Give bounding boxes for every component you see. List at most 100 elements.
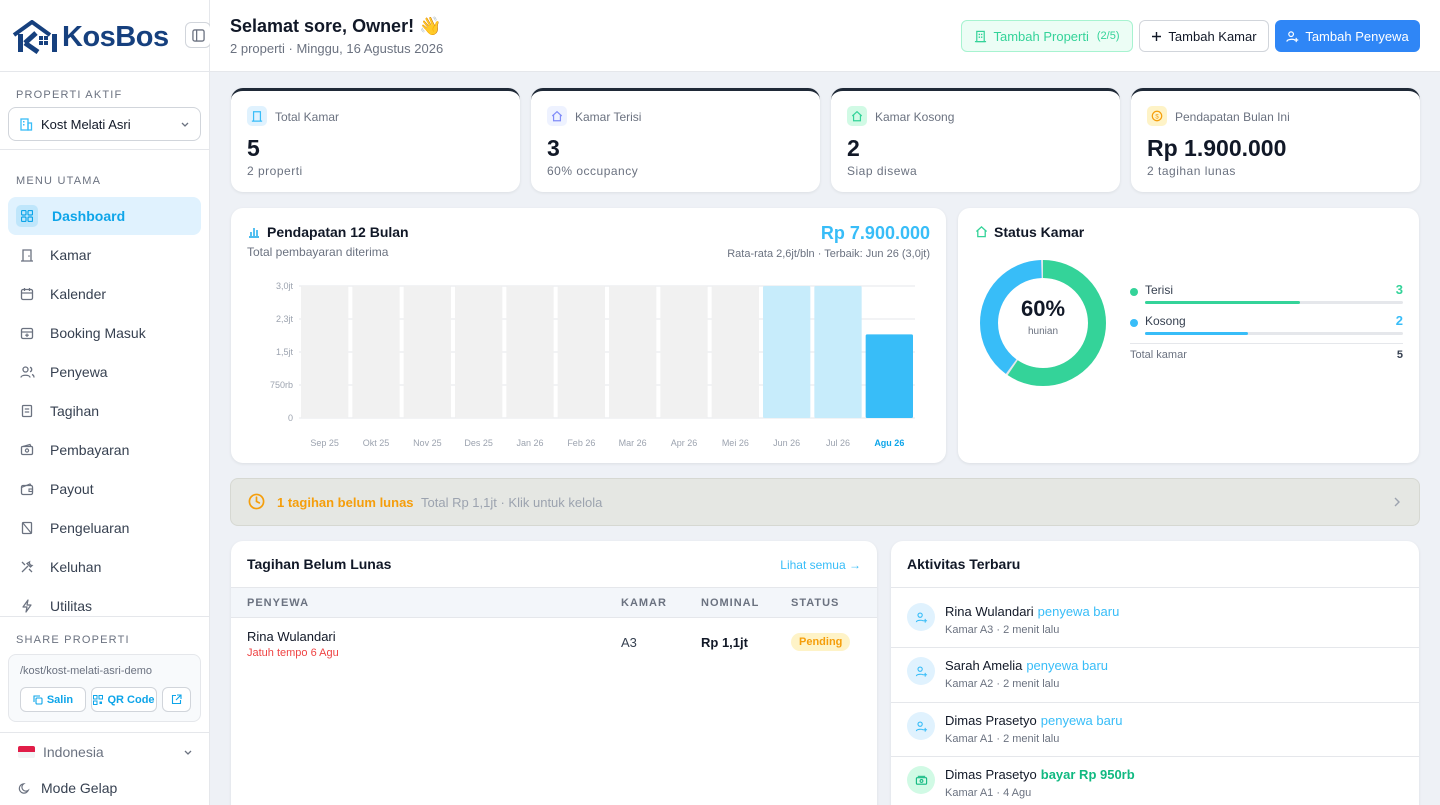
qr-code-button[interactable]: QR Code	[91, 687, 157, 712]
collapse-sidebar-button[interactable]	[185, 22, 211, 48]
moon-icon	[18, 782, 30, 794]
stat-card-total-kamar[interactable]: Total Kamar 5 2 properti	[231, 88, 520, 192]
revenue-card: Pendapatan 12 Bulan Total pembayaran dit…	[231, 208, 946, 463]
activity-item[interactable]: Dimas Prasetyo bayar Rp 950rb	[945, 767, 1135, 782]
add-tenant-label: Tambah Penyewa	[1305, 28, 1409, 44]
sidebar-item-tagihan[interactable]: Tagihan	[8, 392, 201, 430]
open-link-button[interactable]	[162, 687, 191, 712]
sidebar: KosBos PROPERTI AKTIF Kost Melati Asri M…	[0, 0, 211, 805]
activity-kind: bayar Rp 950rb	[1040, 767, 1135, 782]
users-icon	[19, 366, 35, 378]
bar-jan-26[interactable]	[506, 286, 554, 418]
bar-des-25[interactable]	[455, 286, 503, 418]
see-all-link[interactable]: Lihat semua →	[780, 558, 861, 572]
add-room-label: Tambah Kamar	[1168, 28, 1257, 44]
dashboard-icon	[21, 210, 33, 222]
stat-card-pendapatan[interactable]: $ Pendapatan Bulan Ini Rp 1.900.000 2 ta…	[1131, 88, 1420, 192]
tools-icon	[21, 560, 34, 573]
y-tick-label: 2,3jt	[276, 314, 294, 324]
sidebar-item-dashboard[interactable]: Dashboard	[8, 197, 201, 235]
x-tick-label: Mar 26	[619, 438, 647, 448]
sidebar-item-label: Penyewa	[50, 364, 108, 380]
revenue-total: Rp 7.900.000	[820, 223, 930, 243]
stat-value: 3	[547, 135, 560, 161]
external-link-icon	[171, 694, 182, 705]
stat-sub: 60% occupancy	[547, 164, 639, 178]
progress-track	[1145, 332, 1403, 335]
sidebar-item-pengeluaran[interactable]: Pengeluaran	[8, 509, 201, 547]
copy-label: Salin	[46, 693, 74, 706]
share-url: /kost/kost-melati-asri-demo	[20, 665, 153, 677]
activity-item[interactable]: Rina Wulandari penyewa baru	[945, 604, 1119, 619]
home-icon	[847, 106, 867, 126]
stat-value: 5	[247, 135, 260, 161]
activity-title: Aktivitas Terbaru	[907, 556, 1021, 572]
legend-dot	[1130, 319, 1138, 327]
table-row[interactable]: Rina Wulandari Jatuh tempo 6 Agu A3 Rp 1…	[231, 619, 877, 669]
status-label: Kosong	[1145, 314, 1186, 328]
stat-sub: 2 tagihan lunas	[1147, 164, 1236, 178]
chevron-down-icon	[181, 122, 189, 127]
bar-okt-25[interactable]	[352, 286, 400, 418]
bar-nov-25[interactable]	[403, 286, 451, 418]
dark-mode-toggle[interactable]: Mode Gelap	[18, 780, 117, 796]
bar-mar-26[interactable]	[609, 286, 657, 418]
sidebar-item-label: Kalender	[50, 286, 107, 302]
sidebar-item-payout[interactable]: Payout	[8, 470, 201, 508]
activity-name: Dimas Prasetyo	[945, 713, 1037, 728]
sidebar-item-utilitas[interactable]: Utilitas	[8, 587, 201, 625]
bar-feb-26[interactable]	[557, 286, 605, 418]
bar-jul-26[interactable]	[814, 286, 862, 418]
top-header: Selamat sore, Owner! 👋 2 properti · Ming…	[210, 0, 1440, 72]
unpaid-bills-alert[interactable]: 1 tagihan belum lunas Total Rp 1,1jt · K…	[230, 478, 1420, 526]
divider	[0, 616, 209, 617]
property-select[interactable]: Kost Melati Asri	[8, 107, 201, 141]
home-icon	[547, 106, 567, 126]
money-icon	[907, 766, 935, 794]
add-property-button[interactable]: Tambah Properti (2/5)	[961, 20, 1133, 52]
copy-link-button[interactable]: Salin	[20, 687, 86, 712]
stat-card-kamar-kosong[interactable]: Kamar Kosong 2 Siap disewa	[831, 88, 1120, 192]
alert-detail: Total Rp 1,1jt · Klik untuk kelola	[421, 495, 603, 510]
language-select[interactable]: Indonesia	[18, 744, 193, 760]
activity-item[interactable]: Sarah Amelia penyewa baru	[945, 658, 1108, 673]
activity-item[interactable]: Dimas Prasetyo penyewa baru	[945, 713, 1122, 728]
sidebar-item-pembayaran[interactable]: Pembayaran	[8, 431, 201, 469]
sidebar-item-keluhan[interactable]: Keluhan	[8, 548, 201, 586]
calendar-icon	[20, 288, 34, 301]
building-icon	[20, 118, 33, 131]
room-code: A3	[621, 635, 637, 650]
stat-card-kamar-terisi[interactable]: Kamar Terisi 3 60% occupancy	[531, 88, 820, 192]
coin-icon: $	[1147, 106, 1167, 126]
y-tick-label: 3,0jt	[276, 281, 294, 291]
bar-agu-26[interactable]	[865, 334, 913, 418]
tenant-name: Rina Wulandari	[247, 629, 336, 644]
stat-sub: 2 properti	[247, 164, 303, 178]
add-room-button[interactable]: Tambah Kamar	[1139, 20, 1269, 52]
sidebar-item-label: Utilitas	[50, 598, 93, 614]
x-tick-label: Agu 26	[874, 438, 904, 448]
amount: Rp 1,1jt	[701, 635, 748, 650]
add-property-label: Tambah Properti	[993, 28, 1089, 44]
building-icon	[975, 30, 987, 42]
sidebar-item-kalender[interactable]: Kalender	[8, 275, 201, 313]
divider	[0, 732, 209, 733]
y-tick-label: 750rb	[270, 380, 293, 390]
occupancy-donut	[980, 260, 1106, 386]
recent-activity-card: Aktivitas Terbaru Rina Wulandari penyewa …	[891, 541, 1419, 805]
status-value: 3	[1395, 282, 1403, 297]
sidebar-item-kamar[interactable]: Kamar	[8, 236, 201, 274]
sidebar-item-penyewa[interactable]: Penyewa	[8, 353, 201, 391]
bar-jun-26[interactable]	[763, 286, 811, 418]
sidebar-item-booking-masuk[interactable]: Booking Masuk	[8, 314, 201, 352]
stat-value: Rp 1.900.000	[1147, 135, 1287, 161]
share-box: /kost/kost-melati-asri-demo Salin QR Cod…	[8, 654, 201, 722]
bar-sep-25[interactable]	[301, 286, 349, 418]
bar-apr-26[interactable]	[660, 286, 708, 418]
status-value: 2	[1395, 313, 1403, 328]
house-logo-icon	[12, 20, 57, 54]
logo[interactable]: KosBos	[12, 20, 169, 54]
add-tenant-button[interactable]: Tambah Penyewa	[1275, 20, 1420, 52]
alert-title: 1 tagihan belum lunas	[277, 495, 414, 510]
bar-mei-26[interactable]	[711, 286, 759, 418]
